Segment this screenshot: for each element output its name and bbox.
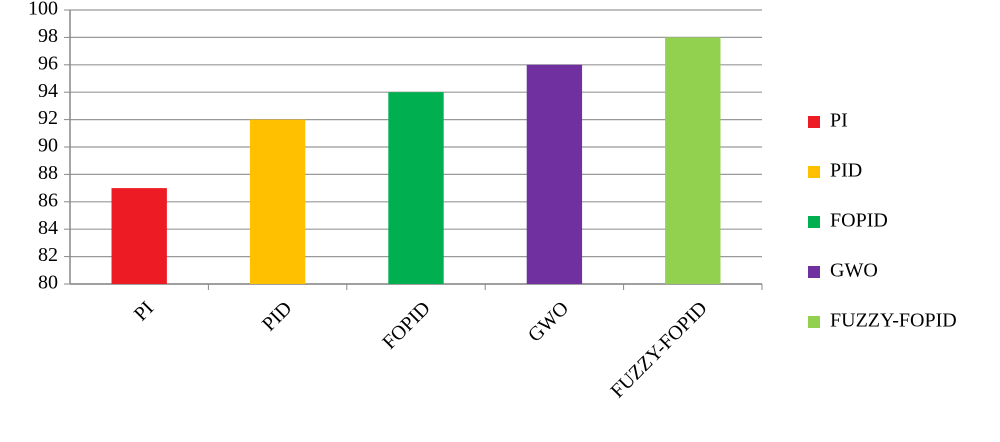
y-tick-label: 96: [38, 52, 58, 74]
bar: [111, 188, 167, 284]
legend-swatch: [808, 316, 820, 328]
x-tick-label: FUZZY-FOPID: [606, 297, 711, 402]
x-tick-label: GWO: [524, 297, 573, 346]
legend-swatch: [808, 266, 820, 278]
bar: [665, 37, 721, 285]
legend-label: GWO: [830, 260, 878, 282]
y-tick-label: 100: [28, 0, 58, 20]
legend-label: FOPID: [830, 210, 888, 232]
x-tick-label: PI: [130, 297, 158, 325]
x-tick-label: PID: [258, 297, 296, 335]
y-tick-label: 90: [38, 135, 58, 157]
bar: [249, 119, 306, 284]
legend-swatch: [808, 216, 820, 228]
y-tick-label: 84: [38, 217, 58, 239]
legend-label: FUZZY-FOPID: [830, 310, 957, 332]
y-tick-label: 82: [38, 244, 58, 266]
y-tick-label: 98: [38, 25, 58, 47]
legend-swatch: [808, 116, 820, 128]
y-tick-label: 86: [38, 189, 58, 211]
y-tick-label: 92: [38, 107, 58, 129]
legend-label: PI: [830, 110, 848, 132]
y-tick-label: 88: [38, 162, 58, 184]
legend-label: PID: [830, 160, 862, 182]
x-tick-label: FOPID: [378, 297, 434, 353]
bar: [526, 64, 583, 284]
bar: [388, 92, 444, 284]
y-tick-label: 80: [38, 272, 58, 294]
y-tick-label: 94: [38, 80, 58, 102]
legend-swatch: [808, 166, 820, 178]
